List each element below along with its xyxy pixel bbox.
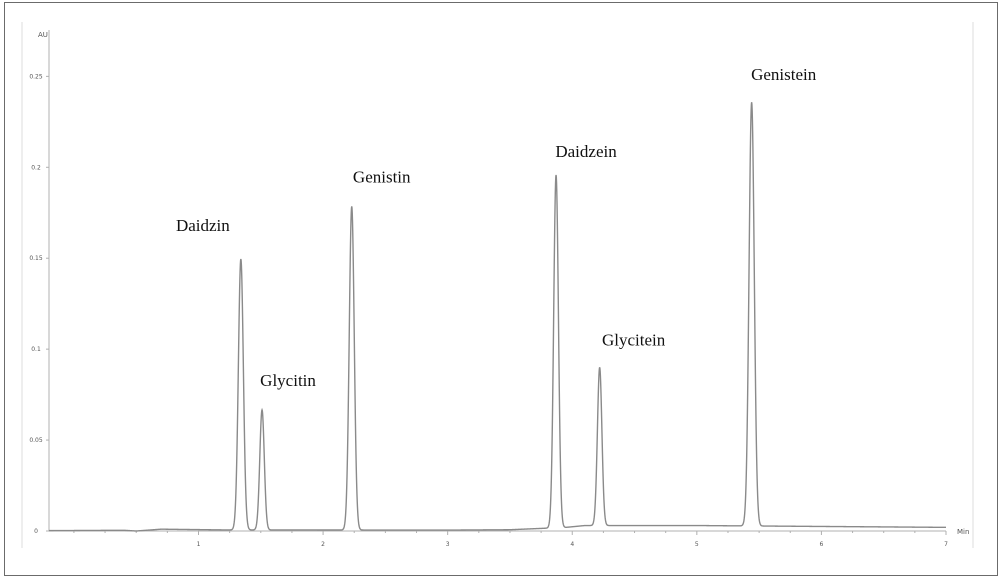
x-tick-label: 6	[820, 541, 824, 548]
peak-label-genistin: Genistin	[353, 167, 411, 186]
y-tick-label: 0.1	[31, 346, 41, 353]
y-tick-label: 0.05	[29, 437, 43, 444]
y-tick-label: 0.25	[29, 73, 43, 80]
x-tick-label: 5	[695, 541, 699, 548]
x-tick-label: 1	[197, 541, 201, 548]
y-axis-unit-label: AU	[38, 31, 48, 39]
x-tick-label: 2	[321, 541, 325, 548]
chart-axes	[21, 22, 974, 548]
chart-ticks: 0 0.05 0.1 0.15 0.2 0.25 1 2 3 4 5 6 7	[29, 73, 948, 548]
peak-label-glycitein: Glycitein	[602, 330, 666, 349]
x-tick-label: 7	[944, 541, 948, 548]
y-tick-label: 0.15	[29, 255, 43, 262]
peak-labels: Daidzin Glycitin Genistin Daidzein Glycitein…	[176, 65, 817, 390]
peak-label-genistein: Genistein	[751, 65, 817, 84]
y-tick-label: 0	[34, 528, 38, 535]
x-tick-label: 4	[570, 541, 574, 548]
peak-label-glycitin: Glycitin	[260, 371, 316, 390]
figure-frame	[4, 2, 998, 576]
x-axis-unit-label: Min	[957, 528, 969, 536]
chromatogram-trace	[49, 102, 946, 532]
peak-label-daidzein: Daidzein	[555, 142, 617, 161]
y-tick-label: 0.2	[31, 164, 41, 171]
x-tick-label: 3	[446, 541, 450, 548]
peak-label-daidzin: Daidzin	[176, 216, 230, 235]
